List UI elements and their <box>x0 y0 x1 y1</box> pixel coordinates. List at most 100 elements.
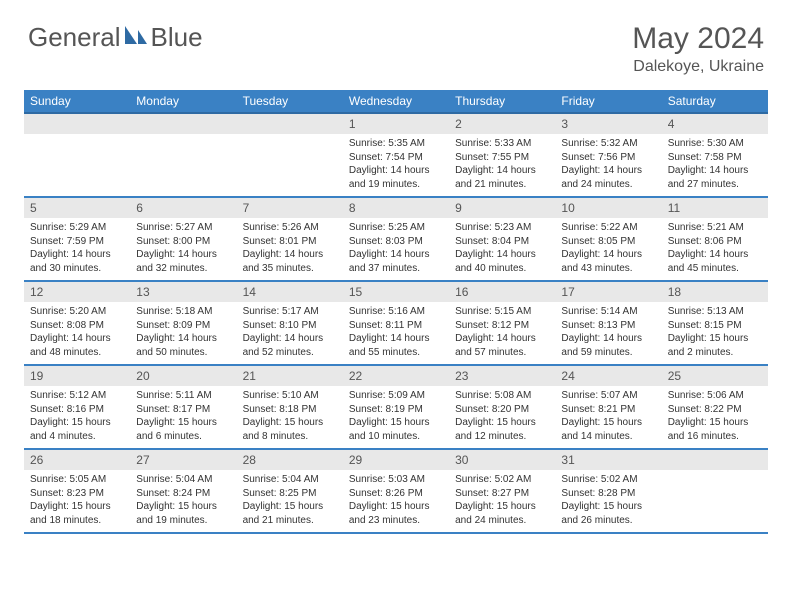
calendar-day-cell: 17Sunrise: 5:14 AMSunset: 8:13 PMDayligh… <box>555 281 661 365</box>
calendar-week-row: 5Sunrise: 5:29 AMSunset: 7:59 PMDaylight… <box>24 197 768 281</box>
day-details: Sunrise: 5:16 AMSunset: 8:11 PMDaylight:… <box>343 302 449 362</box>
day-number-empty <box>237 114 343 134</box>
logo: General Blue <box>28 22 203 53</box>
calendar-week-row: 19Sunrise: 5:12 AMSunset: 8:16 PMDayligh… <box>24 365 768 449</box>
day-number: 17 <box>555 282 661 302</box>
day-number: 7 <box>237 198 343 218</box>
day-details: Sunrise: 5:25 AMSunset: 8:03 PMDaylight:… <box>343 218 449 278</box>
day-number: 2 <box>449 114 555 134</box>
weekday-header: Sunday <box>24 90 130 113</box>
day-details: Sunrise: 5:14 AMSunset: 8:13 PMDaylight:… <box>555 302 661 362</box>
weekday-header: Tuesday <box>237 90 343 113</box>
day-number: 28 <box>237 450 343 470</box>
calendar-day-cell: 31Sunrise: 5:02 AMSunset: 8:28 PMDayligh… <box>555 449 661 533</box>
day-details: Sunrise: 5:04 AMSunset: 8:24 PMDaylight:… <box>130 470 236 530</box>
calendar-day-cell: 21Sunrise: 5:10 AMSunset: 8:18 PMDayligh… <box>237 365 343 449</box>
day-details: Sunrise: 5:05 AMSunset: 8:23 PMDaylight:… <box>24 470 130 530</box>
day-number: 14 <box>237 282 343 302</box>
calendar-week-row: 26Sunrise: 5:05 AMSunset: 8:23 PMDayligh… <box>24 449 768 533</box>
day-details: Sunrise: 5:10 AMSunset: 8:18 PMDaylight:… <box>237 386 343 446</box>
day-details: Sunrise: 5:04 AMSunset: 8:25 PMDaylight:… <box>237 470 343 530</box>
calendar-body: 1Sunrise: 5:35 AMSunset: 7:54 PMDaylight… <box>24 113 768 533</box>
calendar-day-cell: 10Sunrise: 5:22 AMSunset: 8:05 PMDayligh… <box>555 197 661 281</box>
day-number-empty <box>24 114 130 134</box>
calendar-week-row: 12Sunrise: 5:20 AMSunset: 8:08 PMDayligh… <box>24 281 768 365</box>
day-details: Sunrise: 5:23 AMSunset: 8:04 PMDaylight:… <box>449 218 555 278</box>
day-number: 3 <box>555 114 661 134</box>
calendar-day-cell: 13Sunrise: 5:18 AMSunset: 8:09 PMDayligh… <box>130 281 236 365</box>
calendar-day-cell: 3Sunrise: 5:32 AMSunset: 7:56 PMDaylight… <box>555 113 661 197</box>
day-details: Sunrise: 5:12 AMSunset: 8:16 PMDaylight:… <box>24 386 130 446</box>
calendar-day-cell: 23Sunrise: 5:08 AMSunset: 8:20 PMDayligh… <box>449 365 555 449</box>
weekday-header-row: SundayMondayTuesdayWednesdayThursdayFrid… <box>24 90 768 113</box>
day-number: 19 <box>24 366 130 386</box>
day-number: 11 <box>662 198 768 218</box>
day-number: 29 <box>343 450 449 470</box>
day-details: Sunrise: 5:29 AMSunset: 7:59 PMDaylight:… <box>24 218 130 278</box>
day-details: Sunrise: 5:21 AMSunset: 8:06 PMDaylight:… <box>662 218 768 278</box>
day-number: 5 <box>24 198 130 218</box>
day-number-empty <box>130 114 236 134</box>
calendar-day-cell: 30Sunrise: 5:02 AMSunset: 8:27 PMDayligh… <box>449 449 555 533</box>
day-details: Sunrise: 5:17 AMSunset: 8:10 PMDaylight:… <box>237 302 343 362</box>
day-details: Sunrise: 5:32 AMSunset: 7:56 PMDaylight:… <box>555 134 661 194</box>
day-details: Sunrise: 5:26 AMSunset: 8:01 PMDaylight:… <box>237 218 343 278</box>
calendar-day-cell <box>662 449 768 533</box>
day-number: 22 <box>343 366 449 386</box>
title-block: May 2024 Dalekoye, Ukraine <box>632 22 764 76</box>
day-number: 8 <box>343 198 449 218</box>
day-details: Sunrise: 5:03 AMSunset: 8:26 PMDaylight:… <box>343 470 449 530</box>
calendar-day-cell: 1Sunrise: 5:35 AMSunset: 7:54 PMDaylight… <box>343 113 449 197</box>
day-number: 24 <box>555 366 661 386</box>
weekday-header: Saturday <box>662 90 768 113</box>
day-details: Sunrise: 5:07 AMSunset: 8:21 PMDaylight:… <box>555 386 661 446</box>
day-number: 23 <box>449 366 555 386</box>
calendar-day-cell: 27Sunrise: 5:04 AMSunset: 8:24 PMDayligh… <box>130 449 236 533</box>
calendar-day-cell: 6Sunrise: 5:27 AMSunset: 8:00 PMDaylight… <box>130 197 236 281</box>
calendar-day-cell: 8Sunrise: 5:25 AMSunset: 8:03 PMDaylight… <box>343 197 449 281</box>
day-details: Sunrise: 5:20 AMSunset: 8:08 PMDaylight:… <box>24 302 130 362</box>
calendar-day-cell <box>237 113 343 197</box>
day-details: Sunrise: 5:11 AMSunset: 8:17 PMDaylight:… <box>130 386 236 446</box>
day-number: 6 <box>130 198 236 218</box>
weekday-header: Monday <box>130 90 236 113</box>
day-details: Sunrise: 5:27 AMSunset: 8:00 PMDaylight:… <box>130 218 236 278</box>
day-number: 15 <box>343 282 449 302</box>
header: General Blue May 2024 Dalekoye, Ukraine <box>0 0 792 84</box>
day-number: 13 <box>130 282 236 302</box>
calendar-day-cell: 2Sunrise: 5:33 AMSunset: 7:55 PMDaylight… <box>449 113 555 197</box>
calendar-day-cell: 26Sunrise: 5:05 AMSunset: 8:23 PMDayligh… <box>24 449 130 533</box>
calendar-day-cell <box>130 113 236 197</box>
day-number: 30 <box>449 450 555 470</box>
day-number: 16 <box>449 282 555 302</box>
day-number: 25 <box>662 366 768 386</box>
calendar-day-cell: 22Sunrise: 5:09 AMSunset: 8:19 PMDayligh… <box>343 365 449 449</box>
calendar-week-row: 1Sunrise: 5:35 AMSunset: 7:54 PMDaylight… <box>24 113 768 197</box>
day-details: Sunrise: 5:06 AMSunset: 8:22 PMDaylight:… <box>662 386 768 446</box>
logo-text-part1: General <box>28 22 121 53</box>
day-number: 1 <box>343 114 449 134</box>
sail-icon <box>123 22 149 53</box>
day-details: Sunrise: 5:09 AMSunset: 8:19 PMDaylight:… <box>343 386 449 446</box>
day-number: 20 <box>130 366 236 386</box>
month-title: May 2024 <box>632 22 764 56</box>
day-number-empty <box>662 450 768 470</box>
weekday-header: Friday <box>555 90 661 113</box>
day-number: 31 <box>555 450 661 470</box>
day-details: Sunrise: 5:22 AMSunset: 8:05 PMDaylight:… <box>555 218 661 278</box>
weekday-header: Thursday <box>449 90 555 113</box>
calendar-day-cell: 11Sunrise: 5:21 AMSunset: 8:06 PMDayligh… <box>662 197 768 281</box>
calendar-day-cell: 18Sunrise: 5:13 AMSunset: 8:15 PMDayligh… <box>662 281 768 365</box>
day-number: 10 <box>555 198 661 218</box>
calendar-day-cell: 12Sunrise: 5:20 AMSunset: 8:08 PMDayligh… <box>24 281 130 365</box>
day-number: 4 <box>662 114 768 134</box>
day-number: 21 <box>237 366 343 386</box>
day-details: Sunrise: 5:33 AMSunset: 7:55 PMDaylight:… <box>449 134 555 194</box>
calendar-table: SundayMondayTuesdayWednesdayThursdayFrid… <box>24 90 768 534</box>
weekday-header: Wednesday <box>343 90 449 113</box>
day-details: Sunrise: 5:13 AMSunset: 8:15 PMDaylight:… <box>662 302 768 362</box>
calendar-day-cell: 29Sunrise: 5:03 AMSunset: 8:26 PMDayligh… <box>343 449 449 533</box>
calendar-day-cell: 28Sunrise: 5:04 AMSunset: 8:25 PMDayligh… <box>237 449 343 533</box>
day-details: Sunrise: 5:02 AMSunset: 8:27 PMDaylight:… <box>449 470 555 530</box>
day-number: 12 <box>24 282 130 302</box>
